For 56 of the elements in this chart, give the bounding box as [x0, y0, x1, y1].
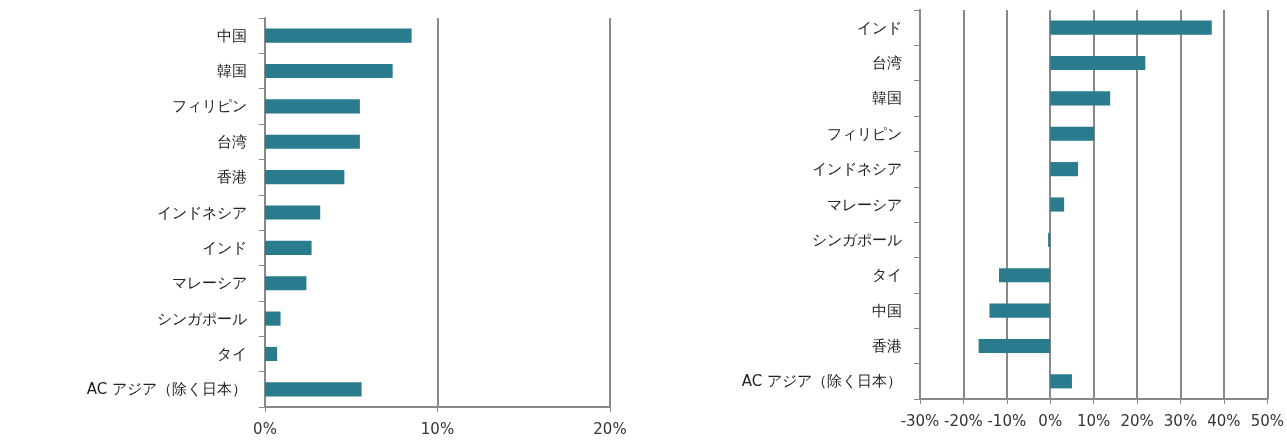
- x-tick-label: -20%: [944, 411, 983, 430]
- x-tick-label: 20%: [1120, 411, 1154, 430]
- y-tick-label: 香港: [872, 336, 902, 355]
- y-tick-label: 韓国: [872, 89, 902, 108]
- y-tick-label: 韓国: [217, 62, 247, 81]
- x-tick-label: -10%: [987, 411, 1027, 430]
- x-tick-label: -30%: [900, 411, 940, 430]
- bar: [1050, 55, 1146, 71]
- y-tick-label: インドネシア: [157, 203, 247, 222]
- bar: [1050, 20, 1212, 35]
- bar: [265, 382, 362, 397]
- x-tick-label: 0%: [1038, 411, 1063, 430]
- y-tick-label: シンガポール: [157, 309, 247, 328]
- bar: [265, 134, 360, 149]
- bar: [265, 99, 360, 114]
- x-tick-label: 10%: [1076, 411, 1111, 430]
- bar: [1050, 126, 1095, 141]
- y-tick-label: マレーシア: [827, 195, 902, 214]
- bar: [999, 268, 1051, 283]
- bar: [265, 63, 393, 79]
- x-tick-label: 20%: [593, 419, 627, 438]
- y-tick-label: インドネシア: [812, 160, 902, 179]
- bar: [1048, 232, 1051, 247]
- bar: [1050, 374, 1072, 389]
- bar: [265, 276, 307, 291]
- y-tick-label: シンガポール: [812, 230, 902, 249]
- y-tick-label: マレーシア: [172, 274, 247, 293]
- y-tick-label: 台湾: [872, 54, 902, 73]
- bar: [265, 205, 321, 220]
- bar: [265, 240, 312, 255]
- x-tick-label: 30%: [1163, 411, 1198, 430]
- y-tick-label: 台湾: [217, 132, 247, 151]
- x-tick-label: 0%: [253, 419, 277, 438]
- y-tick-label: AC アジア（除く日本）: [741, 372, 902, 391]
- y-tick-label: 中国: [872, 301, 902, 320]
- x-tick-label: 40%: [1207, 411, 1241, 430]
- y-tick-label: インド: [857, 18, 902, 37]
- y-tick-label: フィリピン: [172, 97, 247, 116]
- bar: [265, 28, 412, 43]
- bar: [989, 303, 1051, 318]
- x-tick-label: 50%: [1250, 411, 1284, 430]
- y-tick-label: インド: [202, 238, 247, 257]
- bar: [1050, 91, 1111, 106]
- bar: [265, 311, 281, 326]
- y-tick-label: 香港: [217, 168, 247, 187]
- y-tick-label: タイ: [217, 344, 247, 363]
- bar: [1050, 197, 1065, 212]
- bar: [265, 170, 345, 185]
- bar: [265, 346, 278, 362]
- y-tick-label: タイ: [872, 266, 902, 285]
- y-tick-label: 中国: [217, 26, 247, 45]
- bar: [1050, 162, 1079, 177]
- y-tick-label: フィリピン: [827, 124, 902, 143]
- x-tick-label: 10%: [420, 419, 455, 438]
- y-tick-label: AC アジア（除く日本）: [86, 380, 247, 399]
- bar: [978, 338, 1051, 354]
